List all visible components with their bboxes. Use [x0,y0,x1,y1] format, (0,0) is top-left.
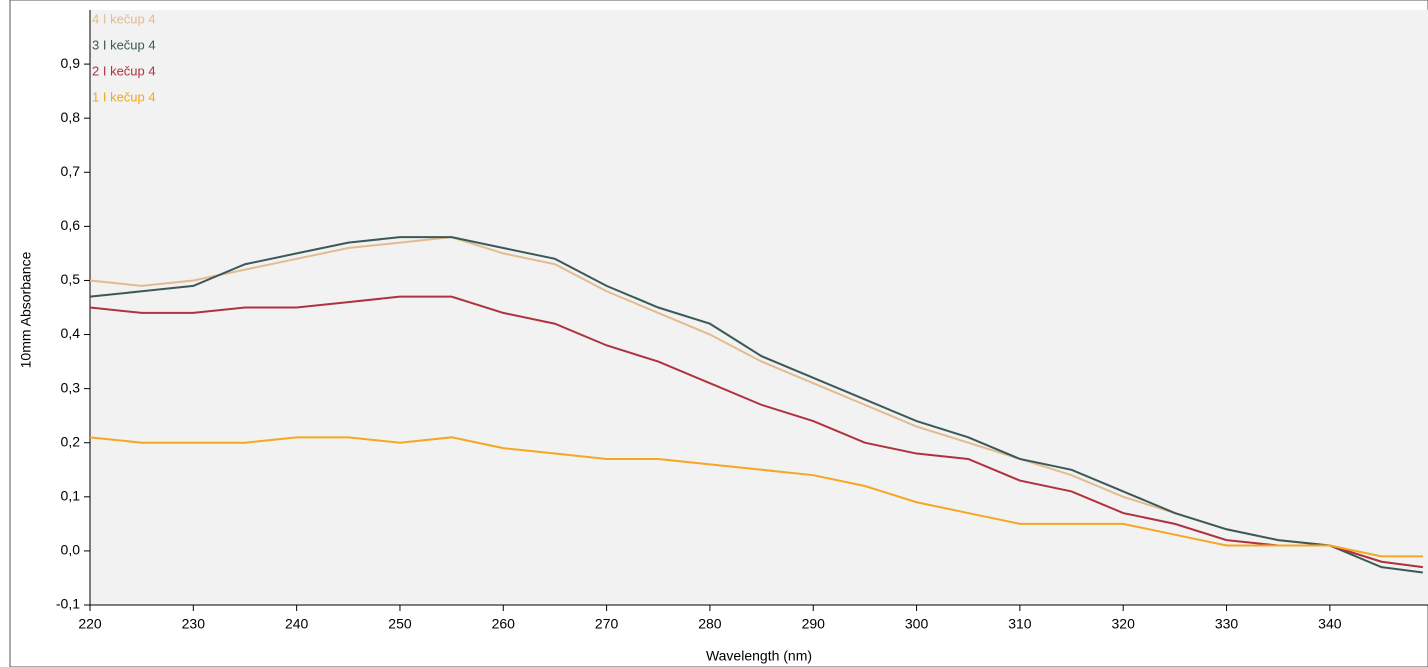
x-axis-label: Wavelength (nm) [706,648,812,664]
x-tick-label: 320 [1112,616,1136,632]
legend-entry: 3 I kečup 4 [92,37,156,52]
x-tick-label: 340 [1318,616,1342,632]
x-tick-label: 240 [285,616,309,632]
x-tick-label: 310 [1008,616,1032,632]
y-tick-label: 0,0 [61,542,81,558]
x-tick-label: 300 [905,616,929,632]
y-tick-label: -0,1 [56,596,80,612]
y-tick-label: 0,3 [61,379,81,395]
series-line [89,236,1423,574]
series-line [89,295,1423,569]
x-tick-label: 220 [78,616,102,632]
legend-entry: 2 I kečup 4 [92,63,156,78]
y-tick-label: 0,5 [61,271,81,287]
y-tick-label: 0,1 [61,488,81,504]
y-axis-label: 10mm Absorbance [18,251,34,368]
frame [9,0,1428,667]
series-line [89,436,1423,558]
x-tick-label: 250 [388,616,412,632]
x-tick-label: 290 [802,616,826,632]
x-tick-label: 270 [595,616,619,632]
legend-entry: 4 I kečup 4 [92,11,156,26]
y-tick-label: 0,9 [61,55,81,71]
x-tick-label: 330 [1215,616,1239,632]
y-tick-label: 0,6 [61,217,81,233]
y-tick-label: 0,4 [61,325,81,341]
plot-area [90,10,1428,605]
x-tick-label: 280 [698,616,722,632]
x-tick-label: 260 [492,616,516,632]
y-tick-label: 0,8 [61,109,81,125]
y-tick-label: 0,2 [61,433,81,449]
legend-entry: 1 I kečup 4 [92,89,156,104]
x-tick-label: 230 [182,616,206,632]
legend: 4 I kečup 4 3 I kečup 4 2 I kečup 4 1 I keč… [92,11,156,104]
y-tick-label: 0,7 [61,163,81,179]
